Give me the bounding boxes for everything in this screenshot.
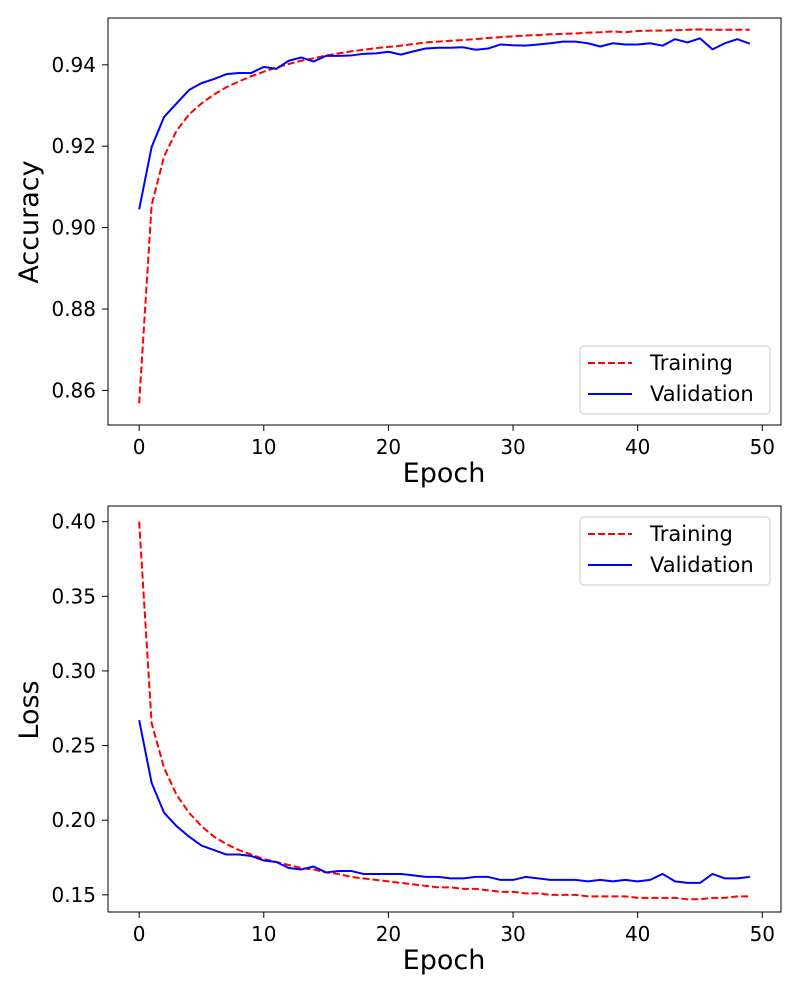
loss-legend-label-training: Training: [649, 522, 733, 546]
loss-y-tick-label: 0.20: [51, 808, 96, 832]
loss-y-tick-label: 0.30: [51, 659, 96, 683]
accuracy-x-tick-label: 10: [251, 435, 276, 459]
accuracy-y-tick-label: 0.86: [51, 378, 96, 402]
loss-x-tick-label: 30: [500, 922, 525, 946]
loss-series-validation-line: [138, 719, 750, 884]
loss-series-training-line: [138, 521, 750, 901]
loss-y-tick-label: 0.40: [51, 510, 96, 534]
loss-plot-frame: [107, 505, 782, 913]
loss-x-tick-label: 10: [251, 922, 276, 946]
loss-y-tick-label: 0.15: [51, 883, 96, 907]
accuracy-legend-box: [579, 345, 771, 415]
loss-y-tick-label: 0.25: [51, 734, 96, 758]
loss-chart: Loss Epoch 0 10 20 30 40 50 0.15 0.20 0.25 0.30 0.…: [14, 505, 782, 976]
accuracy-x-tick-label: 50: [750, 435, 775, 459]
accuracy-chart: Accuracy Epoch 0 10 20 30 40 50 0.86 0.88 0.90 0.…: [14, 17, 782, 489]
accuracy-x-tick-label: 30: [500, 435, 525, 459]
loss-legend-label-validation: Validation: [650, 553, 754, 577]
accuracy-series-training-line: [138, 28, 750, 404]
loss-legend: Training Validation: [579, 516, 771, 586]
accuracy-legend-label-validation: Validation: [650, 382, 754, 406]
accuracy-x-tick-label: 0: [133, 435, 146, 459]
loss-legend-box: [579, 516, 771, 586]
accuracy-y-tick-label: 0.90: [51, 216, 96, 240]
accuracy-y-tick-label: 0.92: [51, 134, 96, 158]
accuracy-legend: Training Validation: [579, 345, 771, 415]
loss-x-tick-label: 40: [625, 922, 650, 946]
loss-x-tick-label: 50: [750, 922, 775, 946]
accuracy-series-validation-line: [138, 37, 751, 210]
loss-y-axis-title: Loss: [14, 680, 45, 739]
accuracy-y-tick-label: 0.88: [51, 297, 96, 321]
loss-y-tick-label: 0.35: [51, 584, 96, 608]
accuracy-y-tick-label: 0.94: [51, 53, 96, 77]
loss-x-tick-label: 20: [376, 922, 401, 946]
accuracy-y-axis-title: Accuracy: [14, 160, 45, 283]
accuracy-x-tick-label: 20: [376, 435, 401, 459]
loss-x-axis-title: Epoch: [403, 945, 486, 976]
accuracy-x-tick-label: 40: [625, 435, 650, 459]
accuracy-plot-frame: [107, 17, 782, 426]
accuracy-legend-label-training: Training: [649, 351, 733, 375]
accuracy-x-axis-title: Epoch: [403, 458, 486, 489]
loss-x-tick-label: 0: [133, 922, 146, 946]
